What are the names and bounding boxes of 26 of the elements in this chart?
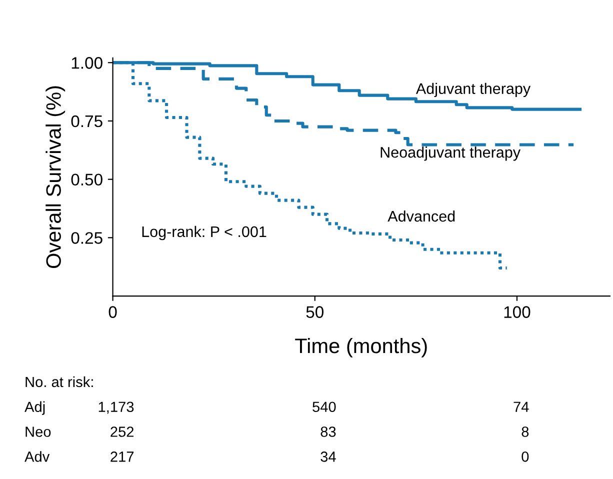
text: 540 <box>312 402 336 412</box>
annotation: Log-rank: P < .001 <box>142 226 266 240</box>
x-tick-label: 100 <box>504 306 530 318</box>
text: 0 <box>522 452 529 462</box>
y-tick-label: 0.25 <box>71 232 102 244</box>
y-tick-label: 1.00 <box>72 57 102 69</box>
x-tick-label: 0 <box>108 306 117 318</box>
series-label: Advanced <box>388 210 455 222</box>
text: 83 <box>320 426 336 437</box>
text: Adj <box>24 401 45 415</box>
text: 1,173 <box>98 402 134 414</box>
series-label: Neoadjuvant therapy <box>380 146 521 161</box>
y-axis-title: Overall Survival (%) <box>46 86 66 268</box>
text: 8 <box>522 426 529 437</box>
text: 34 <box>320 452 336 462</box>
x-axis-title: Time (months) <box>295 338 427 358</box>
text: Adv <box>24 451 50 462</box>
series-label: Adjuvant therapy <box>416 82 531 98</box>
y-tick-label: 0.50 <box>71 174 102 186</box>
text: 217 <box>110 452 134 462</box>
y-tick-label: 0.75 <box>71 115 102 128</box>
x-tick-label: 50 <box>306 306 324 318</box>
text: 74 <box>514 402 529 412</box>
text: No. at risk: <box>26 376 93 388</box>
text: Neo <box>26 426 51 437</box>
text: 252 <box>110 426 134 437</box>
